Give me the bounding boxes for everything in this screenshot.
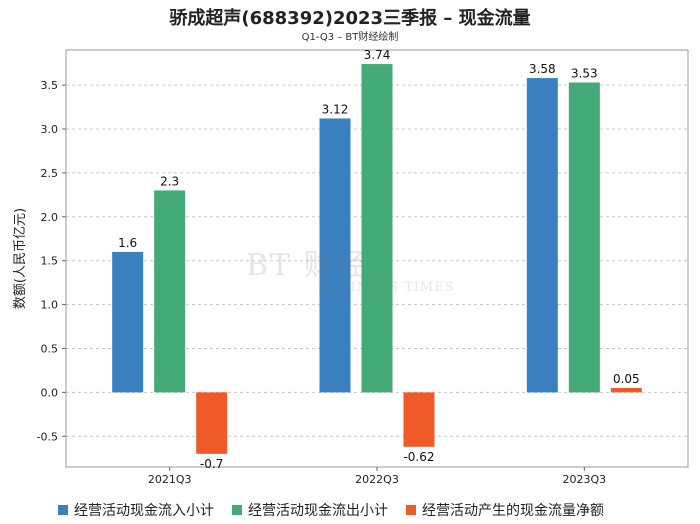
bar — [610, 387, 642, 393]
y-tick-label: 2.0 — [41, 211, 59, 224]
data-label: 3.74 — [364, 48, 391, 62]
y-axis-label: 数额(人民币亿元) — [13, 208, 28, 309]
legend: 经营活动现金流入小计 经营活动现金流出小计 经营活动产生的现金流量净额 — [58, 500, 604, 520]
data-label: 3.53 — [571, 66, 598, 80]
data-label: 2.3 — [160, 174, 179, 188]
legend-item-inflow: 经营活动现金流入小计 — [58, 500, 214, 520]
legend-swatch-outflow — [232, 505, 242, 515]
x-tick-label: 2021Q3 — [148, 473, 192, 486]
chart-subtitle: Q1-Q3 – BT财经绘制 — [301, 32, 399, 43]
bar — [319, 118, 351, 393]
y-tick-label: 1.5 — [41, 255, 59, 268]
legend-label-outflow: 经营活动现金流出小计 — [248, 503, 388, 519]
y-tick-label: 0.5 — [41, 342, 59, 355]
legend-item-outflow: 经营活动现金流出小计 — [232, 500, 388, 520]
legend-label-net: 经营活动产生的现金流量净额 — [422, 503, 604, 519]
data-label: -0.62 — [403, 450, 434, 464]
data-label: 3.12 — [322, 102, 349, 116]
y-tick-label: 0.0 — [41, 386, 59, 399]
bar — [361, 64, 393, 393]
x-tick-label: 2022Q3 — [355, 473, 399, 486]
y-tick-label: 3.0 — [41, 123, 59, 136]
chart-title: 骄成超声(688392)2023三季报 – 现金流量 — [169, 8, 531, 29]
y-tick-label: 2.5 — [41, 167, 59, 180]
bar — [112, 251, 144, 393]
y-tick-label: -0.5 — [37, 430, 58, 443]
bar — [526, 78, 558, 393]
y-tick-label: 1.0 — [41, 299, 59, 312]
x-tick-label: 2023Q3 — [563, 473, 607, 486]
bar — [403, 392, 435, 447]
legend-item-net: 经营活动产生的现金流量净额 — [406, 500, 604, 520]
data-label: 1.6 — [118, 236, 137, 250]
data-label: -0.7 — [200, 457, 223, 471]
legend-label-inflow: 经营活动现金流入小计 — [74, 503, 214, 519]
bar — [568, 82, 600, 393]
legend-swatch-net — [406, 505, 416, 515]
legend-swatch-inflow — [58, 505, 68, 515]
data-label: 3.58 — [529, 62, 556, 76]
data-label: 0.05 — [613, 372, 640, 386]
bar — [196, 392, 228, 454]
y-tick-label: 3.5 — [41, 79, 59, 92]
bar — [154, 190, 186, 393]
